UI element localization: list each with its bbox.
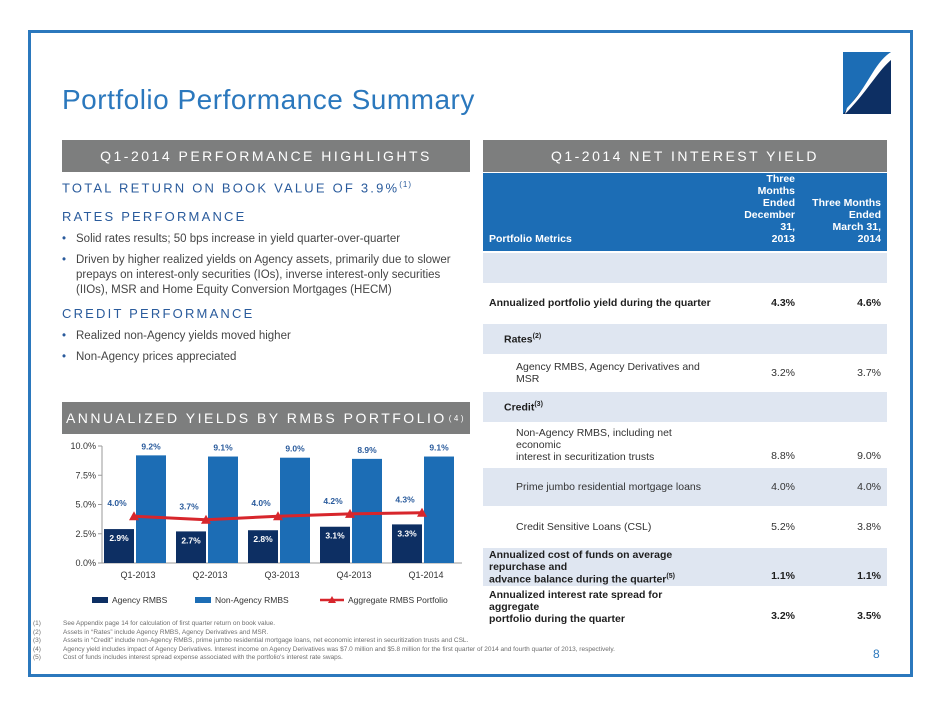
y-tick-label: 10.0%: [70, 441, 96, 451]
footnote: (5) Cost of funds includes interest sprea…: [33, 654, 343, 662]
y-tick-label: 5.0%: [75, 500, 96, 510]
nii-band-title: Q1-2014 NET INTEREST YIELD: [550, 148, 820, 164]
credit-bullets: Realized non-Agency yields moved higher …: [62, 329, 470, 365]
non-agency-rmbs-bar: [208, 456, 238, 563]
table-row: Prime jumbo residential mortgage loans 4…: [483, 467, 887, 508]
footnote: (4) Agency yield includes impact of Agenc…: [33, 645, 615, 653]
aggregate-rmbs-label: 4.0%: [107, 498, 127, 508]
header-col-dec-2013: Three Months Ended December 31, 2013: [721, 173, 801, 251]
highlights-band-title: Q1-2014 PERFORMANCE HIGHLIGHTS: [100, 148, 432, 164]
footnote: (3) Assets in “Credit” include non-Agency…: [33, 637, 469, 645]
slide-frame: [28, 30, 913, 677]
non-agency-rmbs-bar: [136, 455, 166, 563]
yields-band-title: ANNUALIZED YIELDS BY RMBS PORTFOLIO: [65, 410, 447, 426]
table-row: Annualized portfolio yield during the qu…: [483, 283, 887, 324]
total-return-heading: TOTAL RETURN ON BOOK VALUE OF 3.9%(1): [62, 180, 413, 196]
agency-rmbs-bar: [320, 526, 350, 563]
legend-marker-aggregate: [328, 596, 336, 603]
agency-rmbs-label: 2.8%: [253, 534, 273, 544]
nii-band: Q1-2014 NET INTEREST YIELD: [483, 140, 887, 172]
non-agency-rmbs-label: 9.0%: [285, 444, 305, 454]
aggregate-rmbs-label: 4.3%: [395, 495, 415, 505]
x-tick-label: Q1-2014: [408, 570, 443, 580]
agency-rmbs-bar: [104, 529, 134, 563]
page-number: 8: [873, 647, 880, 661]
non-agency-rmbs-bar: [280, 457, 310, 563]
table-row: Rates(2): [483, 323, 887, 356]
footnotes: (1) See Appendix page 14 for calculation …: [33, 620, 793, 663]
yields-band-note: (4): [448, 413, 467, 423]
yields-chart: 0.0% 2.5% 5.0% 7.5% 10.0% 2.9% 9.2% Q1-2013 2.7%…: [70, 441, 462, 605]
rates-bullets: Solid rates results; 50 bps increase in …: [62, 232, 470, 298]
non-agency-rmbs-label: 8.9%: [357, 445, 377, 455]
table-row: Agency RMBS, Agency Derivatives and MSR …: [483, 355, 887, 392]
table-row: Annualized interest rate spread for aggr…: [483, 587, 887, 628]
rates-heading: RATES PERFORMANCE: [62, 209, 247, 225]
legend-label-agency: Agency RMBS: [112, 595, 168, 605]
list-item: Non-Agency prices appreciated: [62, 350, 470, 365]
yields-band: ANNUALIZED YIELDS BY RMBS PORTFOLIO (4): [62, 402, 470, 434]
list-item: Solid rates results; 50 bps increase in …: [62, 232, 470, 247]
agency-rmbs-label: 2.7%: [181, 535, 201, 545]
aggregate-rmbs-point: [417, 507, 427, 517]
aggregate-rmbs-label: 4.2%: [323, 496, 343, 506]
net-interest-yield-table: Portfolio Metrics Three Months Ended Dec…: [483, 173, 887, 628]
non-agency-rmbs-bar: [352, 458, 382, 563]
aggregate-rmbs-point: [345, 508, 355, 518]
spacer-row: [483, 253, 887, 283]
highlights-band: Q1-2014 PERFORMANCE HIGHLIGHTS: [62, 140, 470, 172]
credit-heading: CREDIT PERFORMANCE: [62, 306, 255, 322]
list-item: Driven by higher realized yields on Agen…: [62, 253, 470, 298]
agency-rmbs-label: 2.9%: [109, 533, 129, 543]
agency-rmbs-bar: [248, 530, 278, 563]
aggregate-rmbs-label: 4.0%: [251, 498, 271, 508]
agency-rmbs-bar: [176, 531, 206, 563]
company-logo: [843, 52, 891, 114]
x-tick-label: Q3-2013: [264, 570, 299, 580]
agency-rmbs-label: 3.1%: [325, 531, 345, 541]
non-agency-rmbs-bar: [424, 456, 454, 563]
y-tick-label: 7.5%: [75, 470, 96, 480]
non-agency-rmbs-label: 9.2%: [141, 441, 161, 451]
table-row: Credit Sensitive Loans (CSL) 5.2% 3.8%: [483, 507, 887, 548]
aggregate-rmbs-point: [201, 514, 211, 524]
legend-swatch-non-agency: [195, 597, 211, 603]
x-tick-label: Q2-2013: [192, 570, 227, 580]
highlights-body: TOTAL RETURN ON BOOK VALUE OF 3.9%(1) RA…: [62, 178, 470, 371]
footnote: (1) See Appendix page 14 for calculation …: [33, 620, 276, 627]
non-agency-rmbs-label: 9.1%: [213, 443, 233, 453]
x-tick-label: Q4-2013: [336, 570, 371, 580]
table-header-row: Portfolio Metrics Three Months Ended Dec…: [483, 173, 887, 251]
agency-rmbs-label: 3.3%: [397, 528, 417, 538]
table-row: Credit(3): [483, 391, 887, 424]
header-col-mar-2014: Three Months Ended March 31, 2014: [801, 173, 887, 251]
legend-label-non-agency: Non-Agency RMBS: [215, 595, 289, 605]
aggregate-rmbs-point: [273, 511, 283, 521]
agency-rmbs-bar: [392, 524, 422, 563]
aggregate-rmbs-point: [129, 511, 139, 521]
x-tick-label: Q1-2013: [120, 570, 155, 580]
table-row: Annualized cost of funds on average repu…: [483, 547, 887, 588]
header-metric: Portfolio Metrics: [483, 173, 721, 251]
list-item: Realized non-Agency yields moved higher: [62, 329, 470, 344]
y-tick-label: 0.0%: [75, 558, 96, 568]
y-tick-label: 2.5%: [75, 529, 96, 539]
table-row: Non-Agency RMBS, including net economic i…: [483, 423, 887, 468]
total-return-note: (1): [399, 180, 413, 189]
legend-swatch-agency: [92, 597, 108, 603]
legend-label-aggregate: Aggregate RMBS Portfolio: [348, 595, 448, 605]
aggregate-rmbs-label: 3.7%: [179, 502, 199, 512]
page-title: Portfolio Performance Summary: [62, 84, 475, 115]
footnote: (2) Assets in “Rates” include Agency RMBS…: [33, 628, 269, 636]
non-agency-rmbs-label: 9.1%: [429, 443, 449, 453]
